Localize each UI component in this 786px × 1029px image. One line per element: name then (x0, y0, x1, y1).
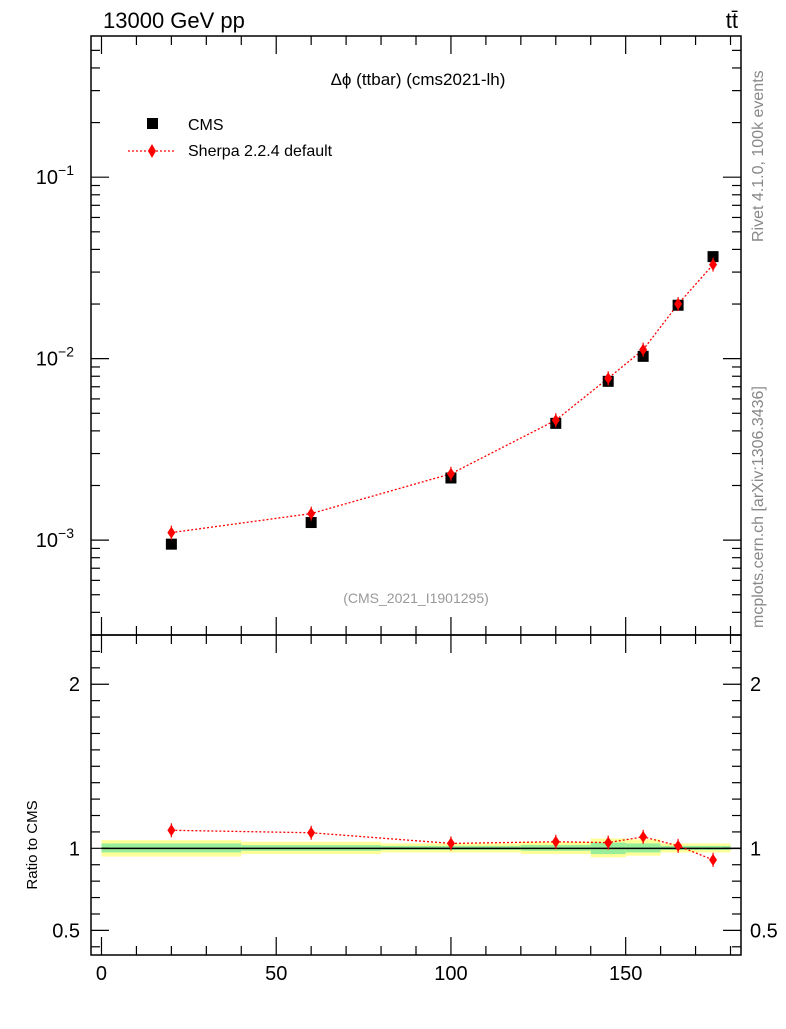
legend-sherpa-label: Sherpa 2.2.4 default (188, 143, 333, 160)
x-tick-label: 150 (609, 963, 642, 985)
energy-label: 13000 GeV pp (103, 8, 245, 33)
ratio-y-tick-label: 1 (69, 838, 80, 860)
ratio-y-tick-label-right: 0.5 (750, 920, 778, 942)
ratio-point (446, 837, 455, 850)
rivet-label: Rivet 4.1.0, 100k events (750, 70, 767, 242)
y-tick-label: 10−1 (36, 162, 74, 189)
ratio-y-tick-label-right: 1 (750, 838, 761, 860)
ratio-point (167, 824, 176, 837)
legend-cms-label: CMS (188, 117, 224, 134)
ratio-panel: 0.5 0.5 1 1 2 2 0 50 100 150 Ratio to CMS (24, 634, 778, 985)
ratio-y-tick-label: 0.5 (52, 920, 80, 942)
sherpa-point (551, 414, 560, 427)
sherpa-point (709, 258, 718, 271)
sherpa-point (604, 372, 613, 385)
legend-sherpa-marker (148, 144, 156, 158)
y-tick-label: 10−3 (36, 525, 74, 552)
legend: CMS Sherpa 2.2.4 default (128, 117, 333, 160)
ratio-point (709, 853, 718, 866)
ratio-point (674, 839, 683, 852)
watermark: (CMS_2021_I1901295) (343, 590, 489, 606)
cms-point (165, 538, 177, 550)
cms-point (707, 251, 719, 263)
ratio-point (551, 835, 560, 848)
main-panel: 10−3 10−2 10−1 Δϕ (ttbar) (cms2021-lh) (CM… (36, 35, 742, 636)
sherpa-point (446, 467, 455, 480)
sherpa-point (639, 343, 648, 356)
y-tick-label: 10−2 (36, 344, 74, 371)
ratio-point (604, 836, 613, 849)
ratio-frame (90, 634, 742, 956)
cms-point (305, 517, 317, 529)
legend-cms-marker (147, 118, 158, 129)
ratio-point (307, 826, 316, 839)
process-label: tt̄ (726, 8, 738, 33)
sherpa-point (674, 298, 683, 311)
ratio-ylabel: Ratio to CMS (24, 800, 41, 889)
main-title: Δϕ (ttbar) (cms2021-lh) (331, 70, 506, 89)
mcplots-label: mcplots.cern.ch [arXiv:1306.3436] (750, 386, 767, 628)
ratio-y-tick-label: 2 (69, 674, 80, 696)
x-tick-label: 100 (434, 963, 467, 985)
ratio-point (639, 830, 648, 843)
sherpa-point (167, 526, 176, 539)
x-tick-label: 0 (96, 963, 107, 985)
sherpa-line (171, 264, 714, 534)
sherpa-point (307, 507, 316, 520)
x-tick-label: 50 (265, 963, 287, 985)
ratio-y-tick-label-right: 2 (750, 674, 761, 696)
